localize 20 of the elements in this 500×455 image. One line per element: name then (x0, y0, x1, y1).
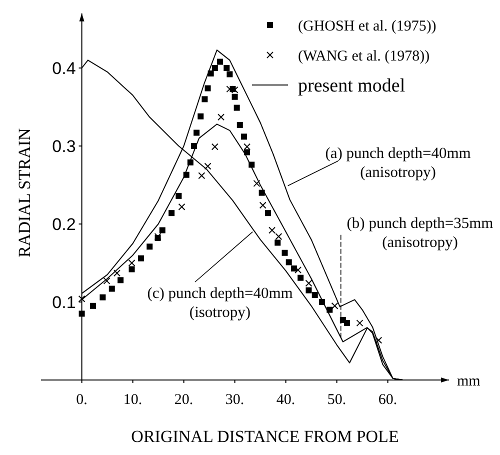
x-tick-label: 0. (76, 392, 88, 408)
y-tick-label: 0.4 (52, 58, 76, 78)
x-tick-label: 10. (123, 392, 142, 408)
y-tick-label: 0.2 (52, 214, 76, 234)
annotation: (a) punch depth=40mm (anisotropy) (325, 145, 471, 181)
annotation: (b) punch depth=35mm (anisotropy) (346, 215, 494, 251)
x-tick-label: 20. (174, 392, 194, 408)
legend-label: (GHOSH et al. (1975)) (298, 18, 436, 34)
y-axis-title: RADIAL STRAIN (15, 128, 34, 258)
x-tick-label: 50. (327, 392, 346, 408)
annotation: (c) punch depth=40mm (isotropy) (147, 285, 293, 321)
x-tick-label: 40. (276, 392, 296, 408)
y-tick-label: 0.1 (52, 292, 76, 312)
x-axis-title: ORIGINAL DISTANCE FROM POLE (131, 427, 399, 446)
legend-label: (WANG et al. (1978)) (298, 48, 430, 64)
x-tick-label: 60. (378, 392, 398, 408)
y-tick-label: 0.3 (52, 136, 76, 156)
text: mm (457, 373, 481, 390)
x-tick-label: 30. (225, 392, 244, 408)
legend-label: present model (298, 76, 406, 97)
